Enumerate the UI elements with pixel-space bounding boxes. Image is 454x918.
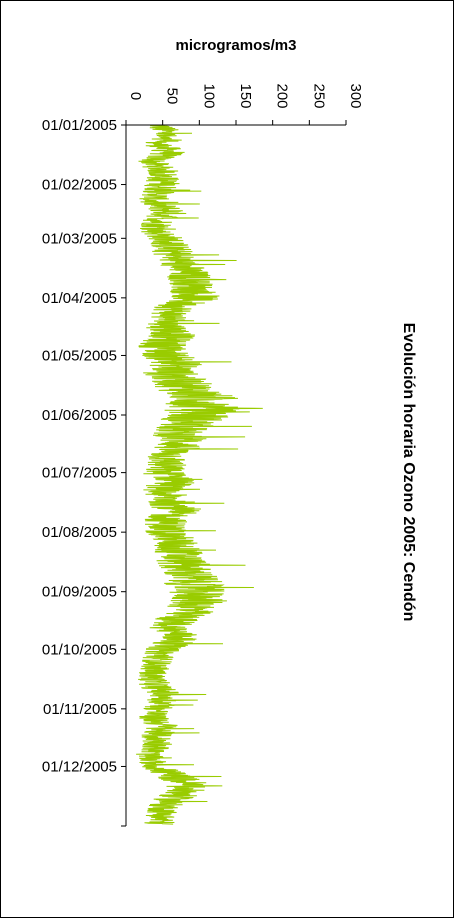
data-layer [136, 124, 263, 825]
time-tick-label: 01/04/2005 [42, 290, 117, 307]
time-tick-label: 01/09/2005 [42, 584, 117, 601]
value-tick-label: 150 [237, 83, 254, 108]
value-tick-label: 0 [127, 92, 144, 100]
value-tick-label: 250 [310, 83, 327, 108]
time-tick-label: 01/02/2005 [42, 177, 117, 194]
ticks-layer: 0 50 100 150 200 250 300 01/01/2005 01/02/2005 01… [42, 83, 364, 827]
time-tick-label: 01/11/2005 [43, 701, 117, 718]
value-tick-label: 300 [347, 83, 364, 108]
ozone-series-line [136, 124, 263, 825]
time-tick-label: 01/07/2005 [42, 465, 117, 482]
time-tick-label: 01/01/2005 [42, 117, 117, 134]
chart-title: Evolución horaria Ozono 2005: Cendón [400, 323, 417, 622]
time-tick-label: 01/08/2005 [42, 524, 117, 541]
value-tick-label: 100 [200, 83, 217, 108]
time-tick-label: 01/10/2005 [42, 641, 117, 658]
time-tick-label: 01/12/2005 [42, 758, 117, 775]
value-tick-label: 50 [164, 88, 181, 105]
time-tick-label: 01/06/2005 [42, 407, 117, 424]
y-axis-title: microgramos/m3 [176, 37, 297, 54]
value-tick-label: 200 [274, 83, 291, 108]
time-tick-label: 01/05/2005 [42, 347, 117, 364]
time-tick-label: 01/03/2005 [42, 230, 117, 247]
